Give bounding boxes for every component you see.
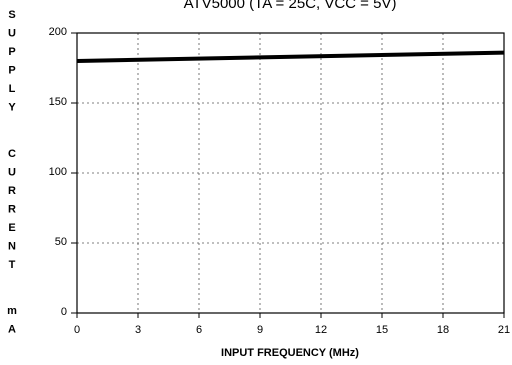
x-tick-label: 12 <box>315 324 327 336</box>
y-label-letter: U <box>8 166 16 178</box>
plot-frame <box>76 32 505 314</box>
y-label-letter: m <box>7 305 17 317</box>
series-line <box>76 50 505 63</box>
y-tick-label: 150 <box>49 96 67 108</box>
y-label-letter: Y <box>8 102 16 114</box>
x-tick-label: 3 <box>135 324 141 336</box>
y-label-letter: A <box>8 324 16 336</box>
x-axis-label: INPUT FREQUENCY (MHz) <box>221 347 359 359</box>
y-label-letter: R <box>8 185 16 197</box>
y-tick-label: 50 <box>55 236 67 248</box>
series-layer <box>76 50 505 63</box>
x-tick-label: 18 <box>437 324 449 336</box>
y-tick-label: 0 <box>61 306 67 318</box>
x-tick-label: 9 <box>257 324 263 336</box>
y-label-letter: E <box>8 222 15 234</box>
y-tick-label: 100 <box>49 166 67 178</box>
y-label-letter: P <box>8 46 15 58</box>
grid-lines <box>77 33 504 313</box>
x-tick-label: 0 <box>74 324 80 336</box>
y-label-letter: U <box>8 28 16 40</box>
y-label-letter: C <box>8 148 16 160</box>
y-label-letter: S <box>8 9 15 21</box>
x-tick-label: 15 <box>376 324 388 336</box>
x-tick-labels: 0 3 6 9 12 15 18 21 <box>74 313 510 336</box>
chart-title: ATV5000 (TA = 25C, VCC = 5V) <box>184 0 397 12</box>
y-tick-label: 200 <box>49 26 67 38</box>
y-label-letter: T <box>9 259 16 271</box>
y-label-letter: P <box>8 65 15 77</box>
y-tick-labels: 0 50 100 150 200 <box>49 26 77 318</box>
y-label-letter: N <box>8 240 16 252</box>
x-tick-label: 21 <box>498 324 510 336</box>
y-label-letter: R <box>8 203 16 215</box>
y-label-letter: L <box>9 83 16 95</box>
x-tick-label: 6 <box>196 324 202 336</box>
